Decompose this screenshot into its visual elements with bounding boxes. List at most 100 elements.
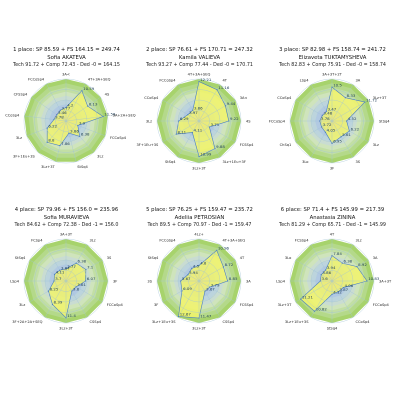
axis-label: 3A: [356, 79, 361, 83]
axis-label: StSq4: [165, 160, 176, 164]
value-point: [226, 280, 229, 282]
radar-panel-3: 3 place: SP 82.98 + FS 158.74 = 241.72 E…: [266, 47, 399, 207]
value-point: [320, 126, 323, 128]
value-label: 11.4: [67, 313, 76, 318]
grid-spoke: [331, 120, 369, 143]
panel-skater: Anastasia ZININA: [309, 215, 356, 221]
value-label: 3.87: [339, 287, 348, 292]
value-point: [187, 113, 189, 116]
value-point: [331, 293, 333, 295]
panel-subtitle: Tech 93.27 + Comp 77.44 - Ded -0 = 170.7…: [146, 63, 253, 68]
grid-spoke: [26, 120, 67, 137]
value-point: [216, 89, 218, 91]
value-label: 3.9: [79, 121, 86, 126]
value-point: [81, 90, 83, 92]
value-label: 3.67: [206, 286, 215, 291]
value-point: [53, 118, 55, 121]
value-label: 10.96: [218, 246, 230, 251]
axis-label: StSq4: [379, 119, 390, 123]
axis-label: FCCoSp4: [110, 136, 127, 140]
value-label: 3.78: [55, 115, 64, 120]
value-label: 3.77: [62, 105, 71, 110]
axis-label: 3Lz+3T: [278, 303, 292, 307]
panel-title: 6 place: SP 71.4 + FS 145.99 = 217.39: [280, 207, 385, 213]
value-label: 3.46: [324, 111, 333, 116]
grid-spoke: [177, 84, 200, 122]
value-point: [340, 136, 342, 138]
grid-spoke: [44, 244, 67, 282]
grid-spoke: [310, 244, 333, 282]
value-point: [356, 265, 358, 268]
value-label: 3.94: [327, 265, 336, 270]
value-label: 8.13: [89, 101, 98, 106]
value-label: 4.06: [345, 283, 354, 288]
grid-spoke: [29, 259, 67, 282]
axis-label: 3F: [330, 166, 334, 170]
value-label: 10.5: [333, 82, 342, 87]
value-label: 3.94: [189, 270, 198, 275]
value-point: [180, 280, 182, 282]
value-point: [56, 114, 58, 116]
value-label: 3.79: [211, 282, 220, 287]
value-area: [46, 90, 104, 147]
axis-label: CCoSp4: [356, 320, 371, 324]
grid-spoke: [46, 83, 67, 122]
axis-label: FCCoSp4: [159, 79, 176, 83]
value-label: 8.72: [225, 262, 234, 267]
value-label: 3.6: [322, 276, 329, 281]
grid-spoke: [162, 259, 200, 282]
value-point: [53, 280, 55, 282]
value-label: 6.38: [78, 258, 87, 263]
value-label: 6.22: [48, 123, 57, 128]
axis-label: StSq4: [327, 326, 338, 330]
grid-spoke: [55, 120, 67, 162]
value-label: 4.52: [348, 116, 357, 121]
value-label: 9.44: [227, 101, 236, 106]
value-label: 3.86: [322, 270, 331, 275]
grid-spoke: [31, 96, 67, 122]
grid-spoke: [65, 280, 88, 318]
value-label: 10.59: [83, 86, 95, 91]
axis-label: 3Lz: [16, 136, 22, 140]
value-point: [208, 126, 210, 128]
axis-label: 3S: [107, 256, 112, 260]
value-label: 5.61: [342, 132, 351, 137]
value-point: [321, 114, 323, 117]
value-label: 8.33: [347, 93, 356, 98]
value-point: [346, 120, 348, 122]
grid-spoke: [295, 259, 333, 282]
panel-skater: Sofia MURAVIEVA: [43, 215, 90, 221]
value-label: 11.47: [200, 313, 212, 318]
value-point: [51, 303, 54, 306]
value-point: [102, 115, 104, 118]
value-label: 11.21: [302, 294, 314, 299]
value-point: [337, 291, 339, 293]
axis-label: 4T+3A+SEQ: [88, 78, 111, 82]
grid-spoke: [331, 120, 354, 158]
value-label: 6.95: [333, 139, 342, 144]
value-point: [65, 268, 67, 270]
axis-label: 3Lz+3T: [373, 96, 387, 100]
grid-spoke: [65, 83, 86, 122]
value-label: 3.84: [61, 265, 70, 270]
value-point: [59, 269, 61, 271]
value-point: [341, 262, 343, 264]
axis-label: 3Lz: [373, 143, 379, 147]
value-point: [331, 86, 333, 88]
axis-label: LSp4: [300, 79, 310, 83]
value-point: [53, 273, 56, 275]
value-point: [366, 280, 368, 282]
axis-label: LSp4: [276, 279, 286, 283]
value-point: [320, 274, 322, 276]
value-label: 3.7: [55, 276, 62, 281]
grid-spoke: [331, 84, 354, 122]
axis-label: 3F+2A+2A+SEQ: [12, 320, 42, 324]
axis-label: 4S: [246, 119, 251, 123]
axis-label: 3A+3T+2T: [322, 72, 343, 76]
grid-spoke: [331, 99, 369, 122]
value-point: [216, 249, 218, 251]
value-label: 4.12: [333, 290, 342, 295]
value-point: [198, 80, 200, 83]
grid-spoke: [65, 115, 108, 122]
axis-label: 3Lz: [146, 119, 152, 123]
